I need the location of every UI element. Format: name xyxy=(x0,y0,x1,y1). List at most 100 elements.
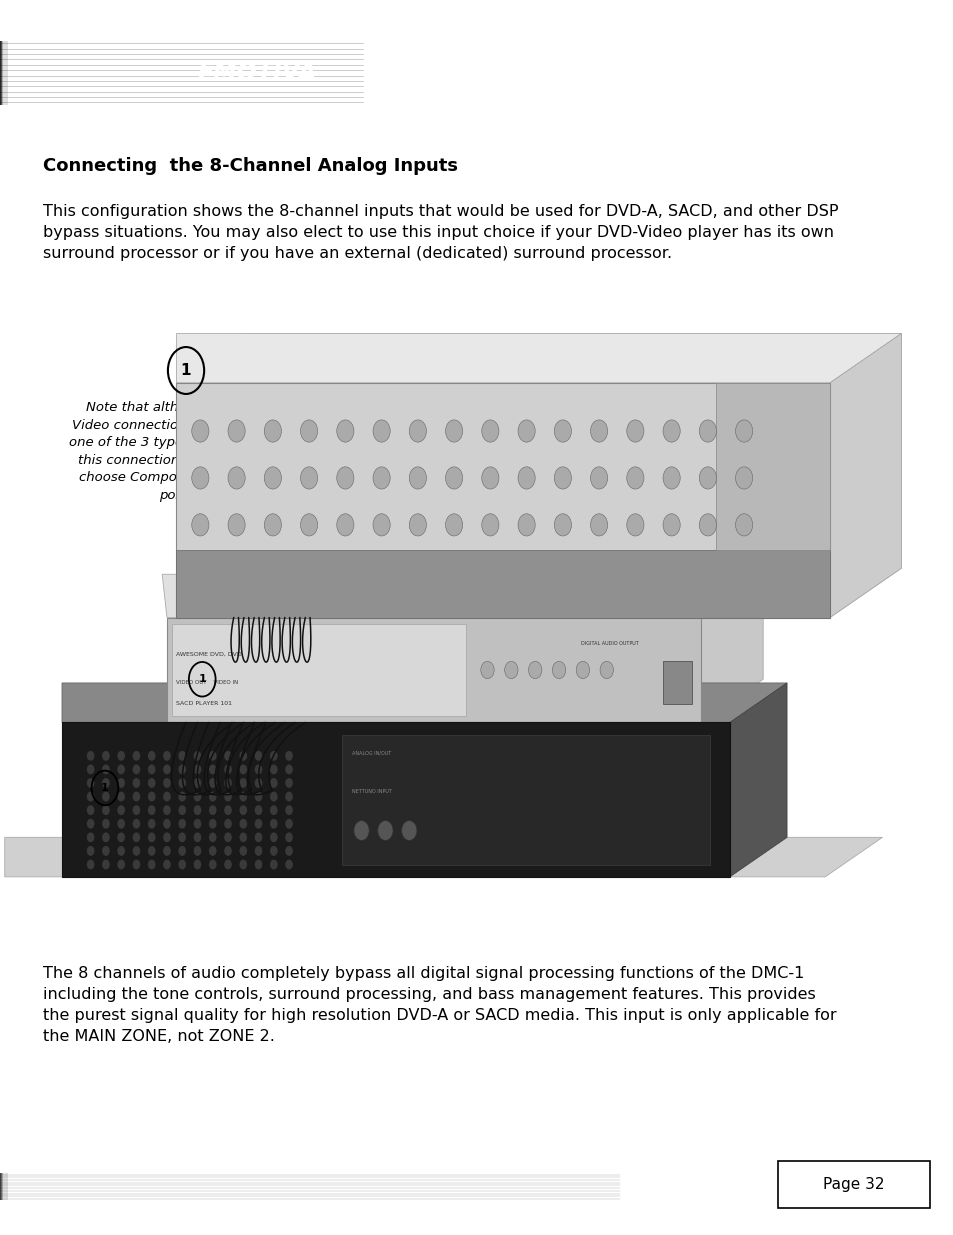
Circle shape xyxy=(102,860,110,869)
Bar xyxy=(3,1173,8,1200)
Bar xyxy=(3,41,8,105)
Circle shape xyxy=(239,764,247,774)
Bar xyxy=(2,41,7,105)
Bar xyxy=(2,1173,8,1200)
Bar xyxy=(1,41,7,105)
Bar xyxy=(3,1173,9,1200)
Bar xyxy=(0,1173,5,1200)
Bar xyxy=(2,1173,7,1200)
Bar xyxy=(2,1173,8,1200)
Bar xyxy=(2,1173,7,1200)
Bar xyxy=(2,1173,7,1200)
Bar xyxy=(1,1173,6,1200)
Bar xyxy=(3,41,9,105)
Bar xyxy=(3,1173,8,1200)
Circle shape xyxy=(590,420,607,442)
Bar xyxy=(2,41,8,105)
Bar xyxy=(1,41,6,105)
Bar xyxy=(2,1173,7,1200)
Circle shape xyxy=(117,764,125,774)
Bar xyxy=(2,1173,8,1200)
Bar xyxy=(3,1173,8,1200)
Bar xyxy=(1,41,7,105)
Bar xyxy=(3,41,8,105)
Bar xyxy=(2,41,7,105)
Bar xyxy=(1,1173,7,1200)
Bar xyxy=(2,1173,8,1200)
Bar xyxy=(2,1173,7,1200)
Bar xyxy=(3,41,8,105)
Circle shape xyxy=(373,514,390,536)
Bar xyxy=(2,1173,8,1200)
Bar xyxy=(2,41,8,105)
Bar xyxy=(3,1173,8,1200)
Bar xyxy=(0,41,6,105)
Bar xyxy=(1,41,7,105)
Bar xyxy=(3,41,9,105)
Bar xyxy=(3,1173,8,1200)
Bar xyxy=(2,1173,8,1200)
Bar xyxy=(3,1173,8,1200)
Circle shape xyxy=(254,778,262,788)
Bar xyxy=(3,41,9,105)
Bar xyxy=(0,41,5,105)
Bar xyxy=(43,346,924,889)
Circle shape xyxy=(132,792,140,802)
Bar xyxy=(2,1173,7,1200)
Bar xyxy=(1,1173,6,1200)
Circle shape xyxy=(270,778,277,788)
Bar xyxy=(3,1173,8,1200)
Bar xyxy=(0,41,6,105)
Bar xyxy=(0,41,6,105)
Bar xyxy=(1,1173,6,1200)
Bar xyxy=(1,41,7,105)
Bar xyxy=(2,1173,7,1200)
Circle shape xyxy=(239,792,247,802)
Bar xyxy=(0,1173,6,1200)
Bar xyxy=(0,1173,6,1200)
Circle shape xyxy=(285,778,293,788)
Bar xyxy=(3,41,8,105)
Bar xyxy=(2,1173,8,1200)
Bar xyxy=(2,41,8,105)
Bar xyxy=(1,1173,6,1200)
Bar xyxy=(2,41,7,105)
Bar xyxy=(3,1173,8,1200)
Bar xyxy=(2,1173,7,1200)
Circle shape xyxy=(193,778,201,788)
Bar xyxy=(2,1173,7,1200)
Bar xyxy=(0,41,5,105)
Circle shape xyxy=(662,467,679,489)
Polygon shape xyxy=(5,837,882,877)
Bar xyxy=(1,41,6,105)
Bar xyxy=(3,1173,9,1200)
Circle shape xyxy=(735,514,752,536)
Bar xyxy=(2,41,8,105)
Bar xyxy=(1,1173,7,1200)
Bar xyxy=(3,1173,8,1200)
Bar xyxy=(2,1173,7,1200)
Bar xyxy=(1,41,6,105)
Text: 1: 1 xyxy=(180,363,192,378)
Bar xyxy=(2,1173,7,1200)
Bar xyxy=(2,1173,8,1200)
Circle shape xyxy=(132,805,140,815)
Circle shape xyxy=(254,819,262,829)
Circle shape xyxy=(209,764,216,774)
Circle shape xyxy=(481,467,498,489)
Bar xyxy=(2,1173,8,1200)
Bar xyxy=(0,1173,6,1200)
Bar xyxy=(1,41,6,105)
Bar xyxy=(2,41,8,105)
Bar xyxy=(1,1173,7,1200)
Bar xyxy=(1,41,6,105)
Bar xyxy=(0,1173,6,1200)
Circle shape xyxy=(132,846,140,856)
Bar xyxy=(2,41,8,105)
Circle shape xyxy=(599,662,613,679)
Bar xyxy=(3,41,8,105)
Bar xyxy=(2,1173,7,1200)
Bar xyxy=(3,41,9,105)
Bar xyxy=(1,1173,6,1200)
Bar xyxy=(1,41,6,105)
